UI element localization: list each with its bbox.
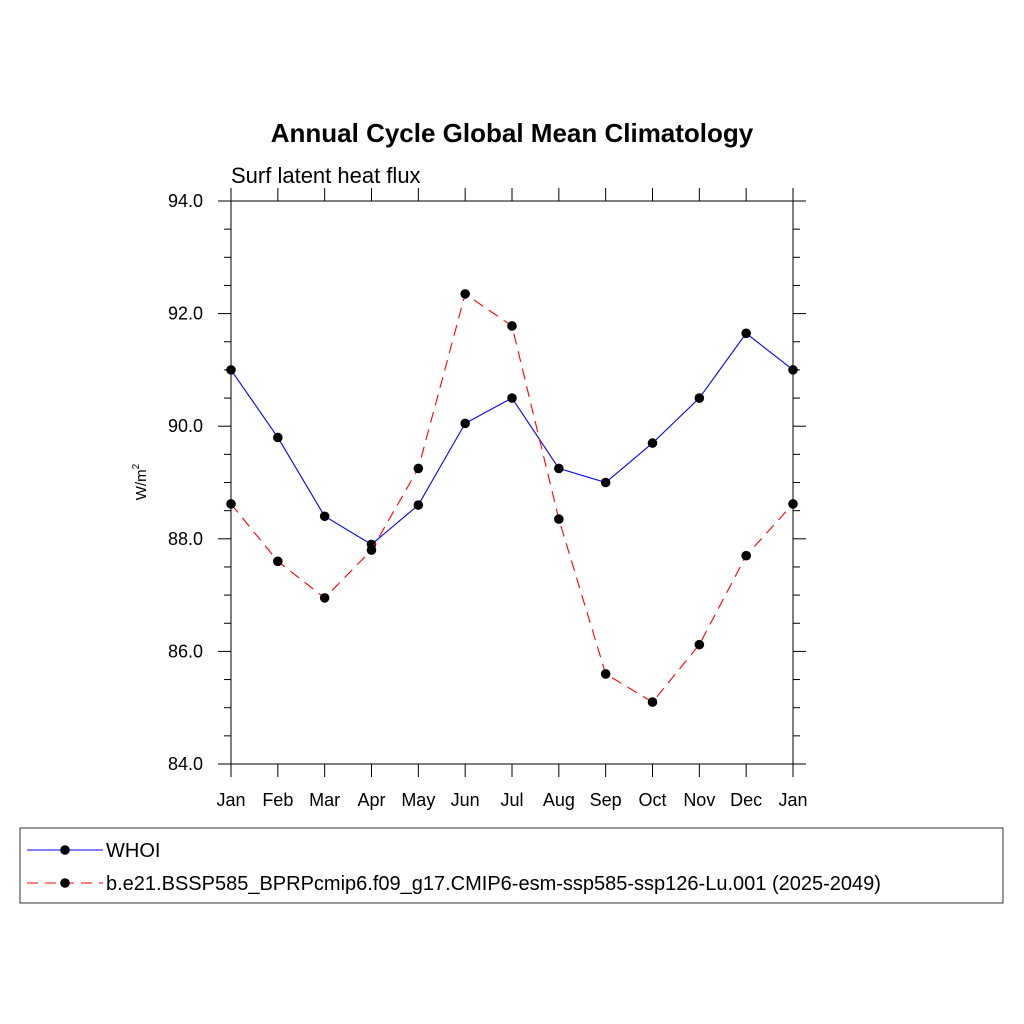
y-tick-label: 88.0 bbox=[168, 529, 203, 549]
data-point bbox=[507, 321, 517, 331]
y-tick-label: 94.0 bbox=[168, 191, 203, 211]
svg-text:W/m2: W/m2 bbox=[131, 463, 150, 500]
legend-entries: WHOI b.e21.BSSP585_BPRPcmip6.f09_g17.CMIP… bbox=[27, 840, 881, 895]
legend: WHOI b.e21.BSSP585_BPRPcmip6.f09_g17.CMIP… bbox=[19, 827, 1004, 904]
y-tick-label: 92.0 bbox=[168, 304, 203, 324]
y-tick-label: 86.0 bbox=[168, 641, 203, 661]
legend-marker bbox=[60, 878, 70, 888]
x-tick-label: Feb bbox=[262, 790, 293, 810]
data-point bbox=[413, 463, 424, 474]
series-line bbox=[230, 293, 794, 703]
series-1 bbox=[226, 328, 798, 550]
legend-label: b.e21.BSSP585_BPRPcmip6.f09_g17.CMIP6-es… bbox=[106, 873, 881, 895]
data-point bbox=[694, 639, 705, 650]
chart-title: Annual Cycle Global Mean Climatology bbox=[271, 118, 754, 148]
data-point bbox=[741, 550, 751, 561]
data-point bbox=[226, 499, 236, 509]
x-tick-label: May bbox=[401, 790, 435, 810]
series-layer bbox=[226, 289, 798, 707]
data-point bbox=[788, 365, 798, 375]
data-point bbox=[600, 477, 611, 488]
plot-frame bbox=[230, 200, 794, 765]
data-point bbox=[554, 514, 564, 524]
y-tick-label: 90.0 bbox=[168, 416, 203, 436]
y-tick-labels: 84.0 86.0 88.0 90.0 92.0 94.0 bbox=[168, 191, 203, 774]
data-point bbox=[273, 432, 283, 443]
data-point bbox=[554, 463, 564, 474]
x-tick-label: Dec bbox=[730, 790, 762, 810]
x-tick-label: Apr bbox=[357, 790, 385, 810]
x-tick-label: Mar bbox=[309, 790, 340, 810]
x-tick-label: Oct bbox=[638, 790, 666, 810]
chart-subtitle: Surf latent heat flux bbox=[231, 163, 421, 188]
series-line bbox=[230, 332, 794, 546]
data-point bbox=[788, 499, 798, 509]
legend-label: WHOI bbox=[106, 840, 160, 862]
y-axis-label-superscript: 2 bbox=[131, 463, 142, 469]
data-point bbox=[319, 593, 330, 603]
x-tick-label: Jun bbox=[451, 790, 480, 810]
data-point bbox=[600, 669, 611, 679]
data-point bbox=[366, 545, 377, 555]
y-axis-label: W/m2 bbox=[131, 463, 150, 500]
x-tick-label: Sep bbox=[590, 790, 622, 810]
data-point bbox=[273, 556, 283, 567]
data-point bbox=[741, 328, 751, 339]
series-2 bbox=[226, 289, 798, 707]
legend-entry-2: b.e21.BSSP585_BPRPcmip6.f09_g17.CMIP6-es… bbox=[27, 873, 881, 895]
data-point bbox=[460, 418, 470, 429]
y-tick-label: 84.0 bbox=[168, 754, 203, 774]
data-point bbox=[647, 438, 658, 448]
y-axis-label-text: W/m bbox=[133, 469, 150, 500]
legend-marker bbox=[60, 845, 70, 855]
x-tick-label: Jan bbox=[216, 790, 245, 810]
data-point bbox=[319, 511, 330, 522]
data-point bbox=[460, 289, 470, 299]
data-point bbox=[507, 393, 517, 403]
x-tick-label: Jan bbox=[778, 790, 807, 810]
x-tick-label: Aug bbox=[543, 790, 575, 810]
legend-entry-1: WHOI bbox=[27, 840, 160, 862]
data-point bbox=[226, 365, 236, 375]
x-tick-label: Nov bbox=[683, 790, 715, 810]
plot-axes bbox=[218, 188, 806, 777]
x-tick-labels: Jan Feb Mar Apr May Jun Jul Aug Sep Oct Nov Dec Jan bbox=[216, 790, 807, 810]
x-tick-label: Jul bbox=[500, 790, 523, 810]
legend-box bbox=[19, 827, 1004, 904]
data-point bbox=[413, 500, 424, 510]
data-point bbox=[647, 697, 658, 707]
data-point bbox=[694, 393, 705, 403]
